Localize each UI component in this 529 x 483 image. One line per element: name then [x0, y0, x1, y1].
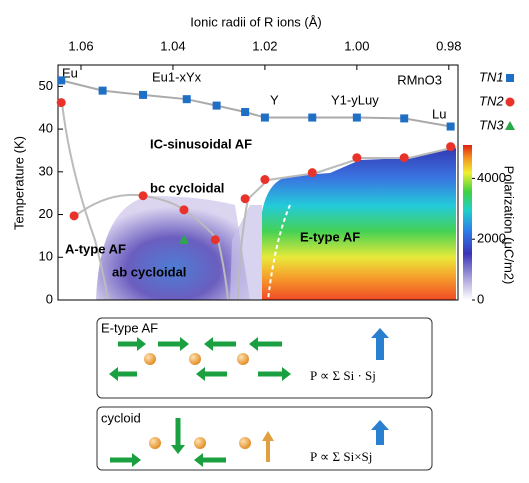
y-tick-label: 20 — [39, 206, 53, 221]
composition-label: Y1-yLuy — [331, 92, 379, 107]
marker — [139, 91, 147, 99]
marker — [241, 194, 250, 203]
marker — [400, 114, 408, 122]
compound: RMnO3 — [397, 72, 442, 87]
legend-label: TN1 — [479, 69, 504, 84]
marker — [353, 114, 361, 122]
panel-title: E-type AF — [101, 320, 158, 335]
marker — [213, 102, 221, 110]
marker — [139, 191, 148, 200]
x-tick-label: 1.04 — [160, 38, 185, 53]
phase-label: E-type AF — [300, 229, 360, 244]
marker — [400, 153, 409, 162]
composition-label: Eu1-xYx — [152, 69, 202, 84]
marker — [211, 235, 220, 244]
phase-label: A-type AF — [65, 241, 126, 256]
y-tick-label: 40 — [39, 121, 53, 136]
marker — [261, 114, 269, 122]
colorbar-tick-label: 2000 — [477, 231, 506, 246]
composition-label: Y — [270, 92, 279, 107]
legend-marker — [505, 121, 515, 130]
y-axis-title: Temperature (K) — [11, 136, 26, 230]
marker — [241, 108, 249, 116]
marker — [70, 211, 79, 220]
x-tick-label: 0.98 — [436, 38, 461, 53]
y-tick-label: 0 — [46, 291, 53, 306]
y-tick-label: 30 — [39, 163, 53, 178]
colorbar — [463, 145, 472, 300]
legend-marker — [506, 98, 515, 107]
phase-label: bc cycloidal — [150, 180, 224, 195]
legend-label: TN2 — [479, 93, 504, 108]
marker — [308, 114, 316, 122]
marker — [57, 76, 65, 84]
series-line — [61, 80, 450, 126]
marker — [57, 98, 66, 107]
y-tick-label: 10 — [39, 249, 53, 264]
colorbar-tick-label: 0 — [477, 291, 484, 306]
formula: P ∝ Σ Si×Sj — [310, 449, 372, 464]
phase-label: ab cycloidal — [112, 264, 186, 279]
phase-label: IC-sinusoidal AF — [150, 136, 252, 151]
marker — [446, 142, 455, 151]
x-tick-label: 1.00 — [344, 38, 369, 53]
marker — [179, 205, 188, 214]
x-axis-title: Ionic radii of R ions (Å) — [190, 14, 322, 29]
marker — [447, 123, 455, 131]
chart: Ionic radii of R ions (Å) Temperature (K… — [0, 0, 529, 478]
marker — [352, 153, 361, 162]
formula: P ∝ Σ Si · Sj — [310, 368, 376, 383]
x-tick-label: 1.06 — [68, 38, 93, 53]
colorbar-tick-label: 4000 — [477, 170, 506, 185]
legend-label: TN3 — [479, 117, 504, 132]
marker — [308, 168, 317, 177]
y-tick-label: 50 — [39, 78, 53, 93]
marker — [183, 95, 191, 103]
marker — [260, 175, 269, 184]
composition-label: Lu — [432, 106, 446, 121]
legend-marker — [506, 74, 514, 82]
x-tick-label: 1.02 — [252, 38, 277, 53]
panel-2 — [97, 407, 432, 470]
panel-title: cycloid — [101, 410, 141, 425]
marker — [99, 87, 107, 95]
